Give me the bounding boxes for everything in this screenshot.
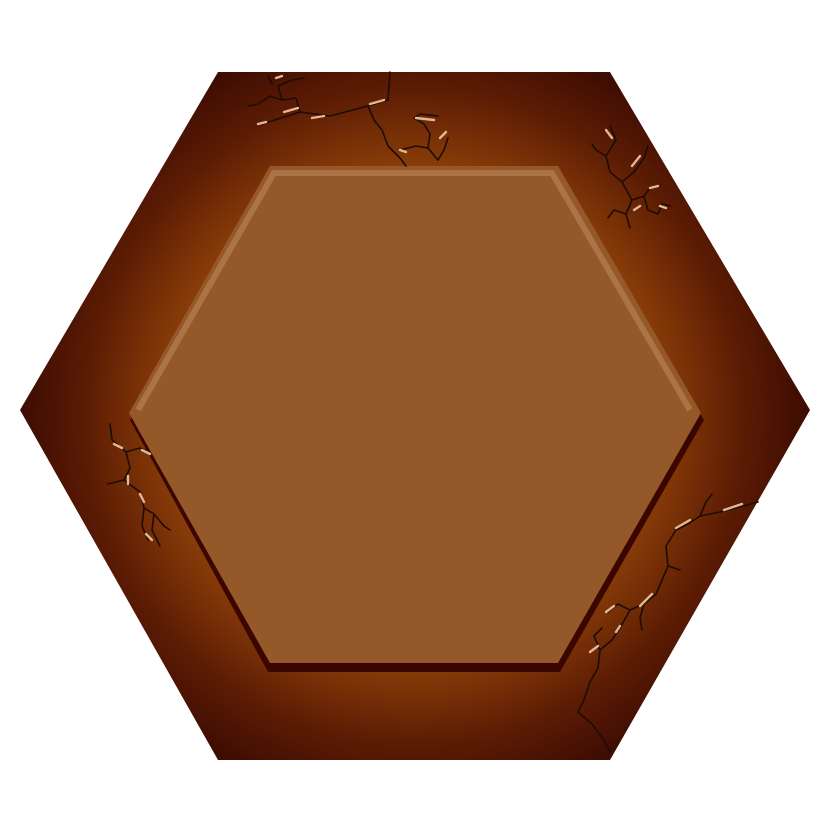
cracks-top-right: [591, 125, 671, 229]
crack-line: [261, 71, 391, 125]
crack-line: [153, 513, 171, 531]
crack-highlight: [604, 604, 616, 614]
crack-line: [667, 565, 681, 571]
crack-highlight: [658, 204, 668, 210]
crack-line: [639, 603, 645, 631]
crack-highlight: [604, 128, 614, 140]
crack-highlight: [398, 148, 408, 154]
crack-highlight: [614, 624, 622, 634]
crack-line: [699, 493, 713, 517]
crack-highlight: [722, 502, 744, 512]
crack-line: [591, 143, 607, 157]
crack-line: [267, 75, 273, 85]
crack-highlight: [438, 130, 448, 140]
crack-line: [605, 125, 633, 229]
crack-highlight: [630, 154, 642, 168]
crack-line: [247, 95, 301, 113]
crack-highlight: [144, 532, 154, 542]
crack-highlight: [274, 74, 284, 80]
crack-highlight: [112, 442, 124, 450]
crack-highlight: [414, 116, 436, 122]
crack-line: [367, 105, 407, 167]
crack-line: [399, 137, 449, 161]
crack-highlight: [140, 448, 152, 456]
crack-line: [577, 501, 759, 753]
crack-line: [607, 209, 627, 219]
crack-line: [107, 479, 125, 485]
crack-line: [277, 77, 305, 101]
crack-highlight: [256, 120, 268, 126]
crack-highlight: [674, 518, 692, 530]
crack-highlight: [632, 204, 642, 212]
crack-line: [413, 113, 439, 149]
crack-highlight: [368, 98, 386, 106]
inner-hexagon-face: [129, 166, 701, 663]
inner-hexagon-highlight: [135, 170, 693, 412]
crack-highlight: [310, 114, 326, 120]
crack-highlight: [282, 106, 300, 114]
crack-highlight: [138, 492, 146, 504]
crack-highlight: [638, 592, 654, 608]
cracks-top: [247, 71, 449, 167]
crack-line: [621, 145, 649, 183]
crack-highlight: [648, 184, 660, 190]
cracks-left: [107, 423, 171, 547]
crack-highlight: [588, 644, 600, 654]
crack-line: [125, 447, 151, 453]
crack-line: [631, 195, 671, 215]
cracks-bottom-right: [577, 493, 759, 753]
